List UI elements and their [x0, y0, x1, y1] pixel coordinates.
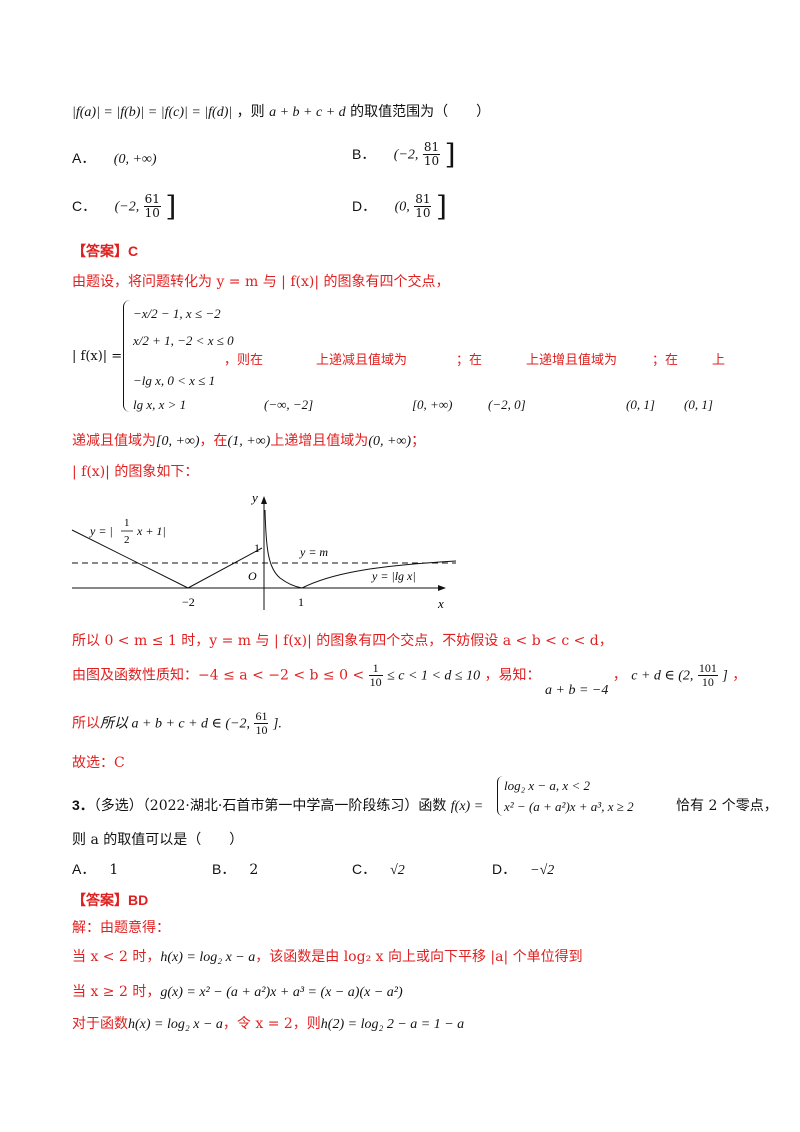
option-c: C． (−2, 61 10 ] [72, 190, 177, 223]
solution-line-5: 所以 0 < m ≤ 1 时，y = m 与 | f(x)| 的图象有四个交点，… [72, 633, 613, 649]
q3-option-b: B． 2 [212, 861, 259, 878]
solution-line-7: 所以所以 a + b + c + d ∈ (−2, 61 10 ]. [72, 709, 282, 737]
solution-line-6: 由图及函数性质知：−4 ≤ a < −2 < b ≤ 0 < 1 10 ≤ c <… [72, 661, 747, 698]
label-abs-linear-pre: y = | [89, 524, 113, 538]
y-axis-label: y [250, 490, 258, 505]
interval-3: (−2, 0] [488, 397, 526, 412]
option-a: A． (0, +∞) [72, 150, 157, 167]
q3-stem: 3．（多选）（2022·湖北·石首市第一中学高一阶段练习）函数 f(x) = [72, 797, 484, 814]
q3-option-c: C． √2 [352, 861, 405, 878]
piece-3: −lg x, 0 < x ≤ 1 [133, 373, 216, 388]
interval-1: (−∞, −2] [264, 397, 314, 412]
tick-x1: 1 [298, 595, 304, 609]
q3-sol-4: 对于函数h(x) = log₂ x − a，令 x = 2，则h(2) = lo… [72, 1016, 465, 1032]
q3-option-a: A． 1 [72, 861, 119, 878]
curve-lg [301, 560, 457, 589]
answer-label-q2: 【答案】C [72, 243, 139, 259]
q3-sol-2: 当 x < 2 时，h(x) = log₂ x − a，该函数是由 log₂ x… [72, 949, 583, 965]
x-axis-label: x [437, 596, 444, 611]
q3-tail: 恰有 2 个零点， [676, 798, 778, 814]
sol-text-6: 上 [712, 353, 726, 368]
q3-sol-1: 解：由题意得： [72, 920, 170, 936]
condition-formula: |f(a)| = |f(b)| = |f(c)| = |f(d)| [72, 105, 233, 120]
ask-tail-text: 的取值范围为（ ） [350, 104, 491, 120]
option-b: B． (−2, 81 10 ] [352, 138, 456, 171]
answer-label-q3: 【答案】BD [72, 892, 149, 908]
sol-text-2: 上递减且值域为 [316, 353, 408, 368]
label-abs-linear-post: x + 1| [136, 524, 166, 538]
tick-y1: 1 [254, 541, 260, 555]
tick-neg2: −2 [182, 595, 195, 609]
ask-text: ，则 [236, 104, 265, 120]
interval-2: [0, +∞) [412, 397, 453, 412]
piecewise-lhs: | f(x)| = [72, 349, 123, 364]
sol-text-3: ；在 [456, 353, 483, 368]
q3-case-2: x² − (a + a²)x + a³, x ≥ 2 [504, 799, 634, 814]
origin-label: O [248, 569, 257, 583]
solution-conclusion: 故选：C [72, 755, 125, 771]
sol-text-4: 上递增且值域为 [526, 353, 618, 368]
q3-option-d: D． −√2 [492, 861, 555, 878]
label-lg: y = |lg x| [371, 569, 416, 583]
x-axis [72, 585, 446, 591]
frac-half-den: 2 [124, 534, 130, 546]
q3-case-1: log₂ x − a, x < 2 [504, 778, 590, 793]
solution-line-4: | f(x)| 的图象如下： [72, 464, 199, 480]
piece-2: x/2 + 1, −2 < x ≤ 0 [133, 333, 234, 348]
expr-formula: a + b + c + d [269, 105, 346, 120]
solution-line-1: 由题设，将问题转化为 y = m 与 | f(x)| 的图象有四个交点， [72, 274, 450, 290]
sol-text-1: ，则在 [224, 353, 264, 368]
curve-neg-lg [264, 509, 303, 589]
piece-1: −x/2 − 1, x ≤ −2 [133, 306, 221, 321]
option-d: D． (0, 81 10 ] [352, 190, 447, 223]
frac-half-num: 1 [124, 517, 130, 529]
curve-abs-linear [71, 529, 263, 589]
question-stem-tail: |f(a)| = |f(b)| = |f(c)| = |f(d)| ，则 a +… [72, 101, 490, 121]
piecewise-brace [123, 300, 130, 412]
q3-brace [497, 776, 503, 816]
function-graph: y x O −2 1 1 y = | 1 2 x + 1| y = m y = … [71, 490, 457, 611]
sol-text-5: ；在 [652, 353, 679, 368]
interval-4: (0, 1] [626, 397, 655, 412]
interval-5: (0, 1] [684, 397, 713, 412]
piece-4: lg x, x > 1 [133, 397, 187, 412]
q3-line-2: 则 a 的取值可以是（ ） [72, 832, 244, 848]
label-y-m: y = m [299, 545, 328, 559]
solution-line-3: 递减且值域为[0, +∞)，在(1, +∞)上递增且值域为(0, +∞)； [72, 433, 426, 449]
y-axis [261, 496, 267, 610]
q3-sol-3: 当 x ≥ 2 时，g(x) = x² − (a + a²)x + a³ = (… [72, 984, 403, 1000]
